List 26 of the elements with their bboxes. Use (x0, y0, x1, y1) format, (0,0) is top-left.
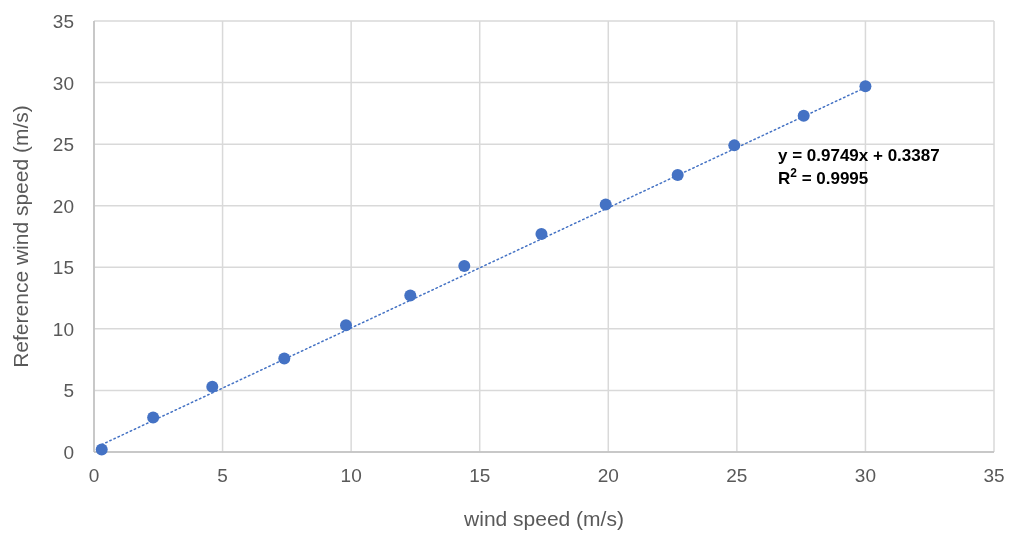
x-axis-title: wind speed (m/s) (463, 507, 624, 530)
x-tick-label: 10 (340, 465, 362, 486)
y-tick-label: 5 (63, 380, 74, 402)
x-tick-label: 30 (854, 465, 876, 486)
point (458, 260, 471, 273)
y-tick-label: 10 (52, 318, 74, 340)
x-tick-label: 20 (597, 465, 619, 486)
x-tick-label: 15 (469, 465, 491, 486)
annotation: R$^{2}$ = 0.9995 (778, 166, 869, 189)
y-axis-title: Reference wind speed (m/s) (9, 105, 32, 368)
y-tick-label: 30 (52, 72, 74, 94)
x-tick-label: 0 (88, 465, 100, 486)
y-tick-label: 0 (63, 442, 74, 463)
x-tick-label: 5 (217, 465, 228, 486)
y-tick-label: 15 (52, 257, 74, 279)
point (206, 380, 219, 393)
x-tick-label: 25 (726, 465, 748, 486)
point (340, 319, 352, 332)
y-tick-label: 25 (52, 134, 74, 156)
point (404, 289, 417, 302)
x-tick-label: 35 (983, 465, 1005, 486)
y-tick-label: 35 (52, 11, 74, 32)
annotation: y = 0.9749x + 0.3387 (778, 146, 940, 166)
point (859, 80, 872, 93)
point (95, 443, 108, 456)
y-tick-label: 20 (52, 195, 74, 217)
